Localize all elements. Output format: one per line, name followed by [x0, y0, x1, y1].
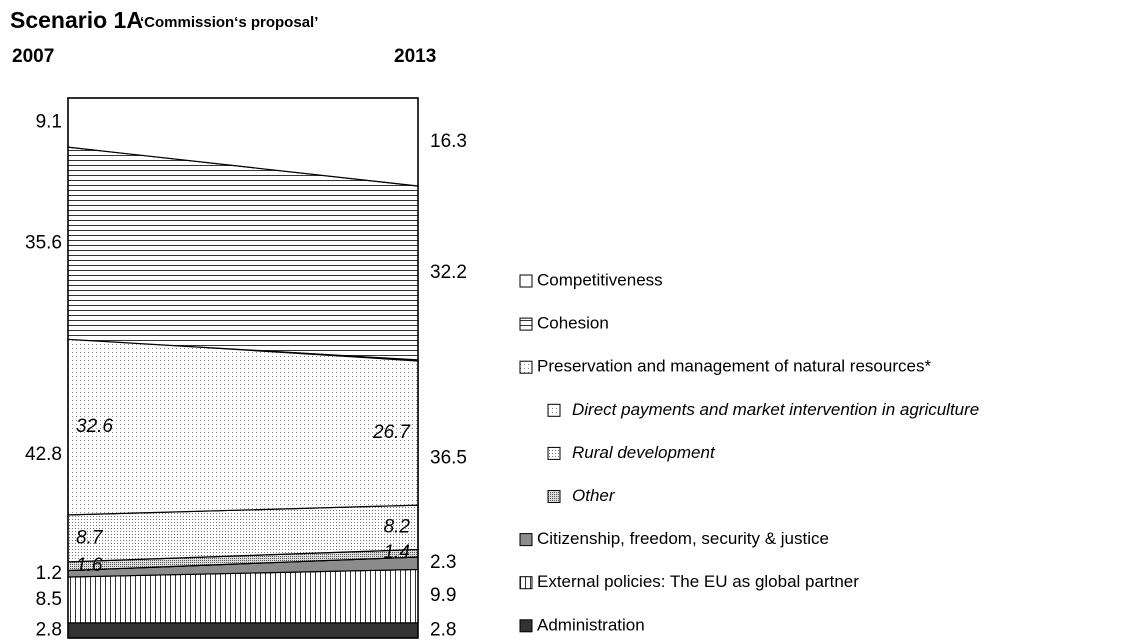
- legend-label: Preservation and management of natural r…: [537, 357, 931, 376]
- legend-label: Other: [572, 486, 616, 505]
- data-label: 8.7: [76, 527, 104, 548]
- legend-swatch: [547, 446, 561, 460]
- legend-label: External policies: The EU as global part…: [537, 572, 859, 591]
- data-label: 9.9: [430, 585, 456, 606]
- data-label: 42.8: [25, 444, 62, 465]
- data-label: 2.3: [430, 552, 456, 573]
- data-label: 2.8: [36, 619, 62, 640]
- data-label: 8.2: [384, 516, 411, 537]
- legend-swatch: [519, 619, 533, 633]
- legend-label: Cohesion: [537, 314, 609, 333]
- area-layer: [67, 568, 419, 624]
- legend-swatch: [547, 490, 561, 503]
- data-label: 8.5: [36, 589, 62, 610]
- data-label: 1.4: [384, 542, 410, 563]
- data-label: 26.7: [372, 422, 411, 443]
- plot-frame: [67, 97, 419, 639]
- data-label: 9.1: [36, 112, 62, 133]
- legend-label: Rural development: [572, 443, 716, 462]
- data-label: 36.5: [430, 447, 467, 468]
- legend-swatch: [519, 533, 533, 547]
- data-label: 1.2: [36, 563, 62, 584]
- legend-label: Citizenship, freedom, security & justice: [537, 529, 829, 548]
- legend-label: Administration: [537, 615, 645, 634]
- area-sublayer: [67, 338, 419, 516]
- chart-subtitle: ‘Commission‘s proposal’: [140, 14, 318, 31]
- legend-label: Direct payments and market intervention …: [572, 400, 979, 419]
- legend-swatch: [519, 317, 533, 331]
- category-label: 2007: [12, 46, 54, 67]
- legend-label: Competitiveness: [537, 270, 663, 289]
- legend-swatch: [519, 576, 533, 590]
- data-label: 2.8: [430, 619, 456, 640]
- data-label: 35.6: [25, 232, 62, 253]
- data-label: 32.2: [430, 262, 467, 283]
- category-label: 2013: [394, 46, 436, 67]
- legend-swatch: [519, 360, 533, 374]
- data-label: 16.3: [430, 131, 467, 152]
- data-label: 32.6: [76, 416, 113, 437]
- area-layer: [67, 622, 419, 639]
- legend-swatch: [519, 274, 533, 288]
- legend-swatch: [547, 403, 561, 417]
- data-label: 1.6: [76, 555, 103, 576]
- chart-title: Scenario 1A: [10, 7, 143, 33]
